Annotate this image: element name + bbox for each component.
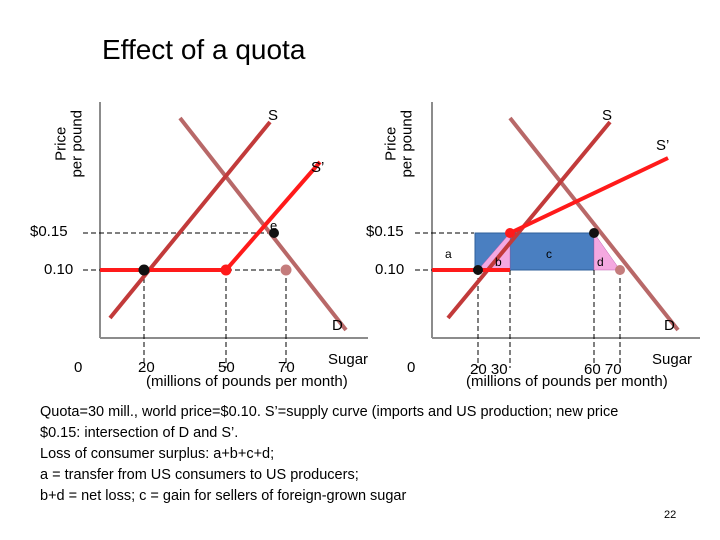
right-supply-prime-label: S’ [656, 137, 670, 154]
note-line-4: a = transfer from US consumers to US pro… [40, 467, 359, 483]
note-line-5: b+d = net loss; c = gain for sellers of … [40, 488, 407, 504]
right-supply-label: S [602, 107, 613, 124]
note-line-3: Loss of consumer surplus: a+b+c+d; [40, 446, 275, 462]
page-number: 22 [664, 509, 677, 521]
right-x-axis-title: Sugar [652, 351, 693, 368]
right-x-tick-60-70: 60 70 [584, 361, 622, 378]
left-dot-70 [280, 264, 292, 276]
right-supply-curve [446, 120, 612, 320]
left-price-010: 0.10 [44, 261, 74, 278]
right-x-axis-units: (millions of pounds per month) [466, 373, 668, 390]
left-x-tick-0: 0 [74, 359, 83, 376]
notes: Quota=30 mill., world price=$0.10. S’=su… [40, 402, 708, 507]
slide-title: Effect of a quota [102, 34, 306, 65]
area-d-label: d [597, 255, 604, 269]
right-y-axis-label: Price per pound [382, 109, 415, 179]
left-x-tick-20: 20 [138, 359, 155, 376]
right-y-axis-label-line2: per pound [398, 109, 415, 178]
right-dot-70 [615, 265, 625, 275]
left-supply-curve [108, 120, 272, 320]
left-point-e-label: e [270, 218, 278, 233]
left-y-axis-label-line1: Price [52, 126, 70, 161]
right-x-tick-20-30: 20 30 [470, 361, 508, 378]
right-price-010: 0.10 [375, 261, 405, 278]
left-x-tick-50: 50 [218, 359, 235, 376]
right-demand-label: D [664, 317, 675, 334]
left-demand-label: D [332, 317, 343, 334]
area-c-label: c [546, 247, 552, 261]
left-x-axis-title: Sugar [328, 351, 369, 368]
note-line-2: $0.15: intersection of D and S’. [40, 425, 239, 441]
right-price-015: $0.15 [366, 223, 404, 240]
left-dot-20 [138, 264, 150, 276]
right-supply-prime-curve [509, 156, 669, 235]
left-dot-e [269, 228, 279, 238]
left-price-015: $0.15 [30, 223, 68, 240]
right-dot-30 [505, 228, 515, 238]
left-supply-label: S [268, 107, 279, 124]
right-dot-60 [589, 228, 599, 238]
area-c-fill [509, 232, 595, 271]
left-x-axis-units: (millions of pounds per month) [146, 373, 348, 390]
left-demand-curve [178, 116, 348, 332]
right-dot-20 [473, 265, 483, 275]
note-line-1: Quota=30 mill., world price=$0.10. S’=su… [40, 404, 619, 420]
left-supply-prime-curve [224, 160, 322, 272]
right-y-axis-label-line1: Price [382, 126, 400, 161]
left-x-tick-70: 70 [278, 359, 295, 376]
left-supply-prime-label: S’ [311, 159, 325, 176]
area-b-label: b [495, 255, 502, 269]
right-demand-curve [508, 116, 680, 332]
area-d-triangle [593, 232, 621, 271]
left-y-axis-label: Price per pound [52, 109, 85, 179]
left-dot-50 [220, 264, 232, 276]
left-y-axis-label-line2: per pound [68, 109, 85, 178]
area-a-label: a [445, 247, 452, 261]
right-x-tick-0: 0 [407, 359, 416, 376]
